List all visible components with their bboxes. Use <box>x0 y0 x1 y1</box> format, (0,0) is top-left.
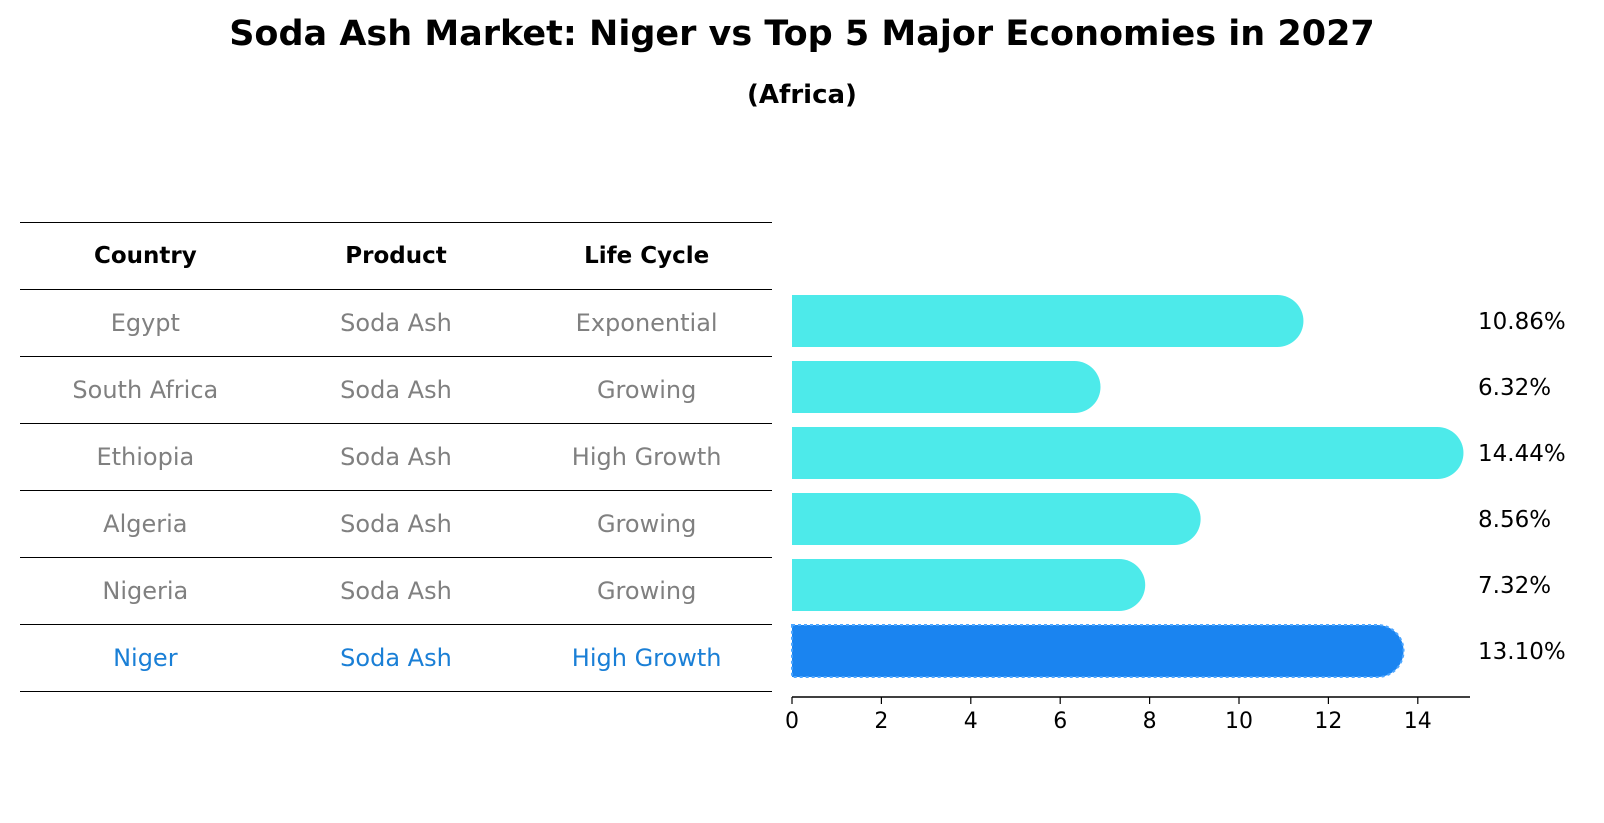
x-tick-label: 6 <box>1053 709 1067 734</box>
bar-algeria <box>792 493 1201 545</box>
x-tick-label: 4 <box>964 709 978 734</box>
bar-egypt <box>792 295 1304 347</box>
chart-subtitle: (Africa) <box>747 80 857 110</box>
value-label: 13.10% <box>1478 639 1566 665</box>
cell-life-cycle: Growing <box>596 376 697 404</box>
chart-title: Soda Ash Market: Niger vs Top 5 Major Ec… <box>229 14 1375 54</box>
x-tick-label: 14 <box>1404 709 1432 734</box>
x-tick-label: 2 <box>874 709 888 734</box>
cell-product: Soda Ash <box>340 443 452 471</box>
table-row: Nigeria Soda Ash Growing <box>20 557 772 624</box>
value-label: 8.56% <box>1478 507 1551 533</box>
table-row-highlight: Niger Soda Ash High Growth <box>20 624 772 692</box>
value-label: 14.44% <box>1478 441 1566 467</box>
value-label: 10.86% <box>1478 309 1566 335</box>
cell-country: Ethiopia <box>96 443 195 471</box>
cell-life-cycle: Exponential <box>575 309 718 337</box>
x-tick-label: 10 <box>1225 709 1253 734</box>
cell-product: Soda Ash <box>340 510 452 538</box>
cell-country: South Africa <box>72 376 219 404</box>
bar-niger <box>791 624 1405 678</box>
value-label: 7.32% <box>1478 573 1551 599</box>
cell-life-cycle: High Growth <box>571 644 722 672</box>
table-row: Egypt Soda Ash Exponential <box>20 289 772 356</box>
header-country: Country <box>93 243 197 269</box>
cell-product: Soda Ash <box>340 644 452 672</box>
bar-ethiopia <box>792 427 1464 479</box>
x-tick-label: 8 <box>1143 709 1157 734</box>
table-row: Algeria Soda Ash Growing <box>20 490 772 557</box>
cell-product: Soda Ash <box>340 309 452 337</box>
cell-country: Algeria <box>103 510 188 538</box>
cell-country: Nigeria <box>102 577 189 605</box>
table-row: South Africa Soda Ash Growing <box>20 356 772 423</box>
table-row: Ethiopia Soda Ash High Growth <box>20 423 772 490</box>
bar-south-africa <box>792 361 1101 413</box>
cell-country: Niger <box>113 644 178 672</box>
cell-country: Egypt <box>110 309 180 337</box>
cell-life-cycle: High Growth <box>571 443 722 471</box>
header-product: Product <box>345 243 447 269</box>
data-table: Country Product Life Cycle Egypt Soda As… <box>20 222 772 692</box>
x-tick-label: 12 <box>1314 709 1342 734</box>
x-tick-label: 0 <box>785 709 799 734</box>
cell-product: Soda Ash <box>340 577 452 605</box>
cell-life-cycle: Growing <box>596 577 697 605</box>
header-life-cycle: Life Cycle <box>584 243 710 269</box>
bar-nigeria <box>792 559 1146 611</box>
cell-product: Soda Ash <box>340 376 452 404</box>
value-label: 6.32% <box>1478 375 1551 401</box>
table-header-row: Country Product Life Cycle <box>20 222 772 289</box>
cell-life-cycle: Growing <box>596 510 697 538</box>
